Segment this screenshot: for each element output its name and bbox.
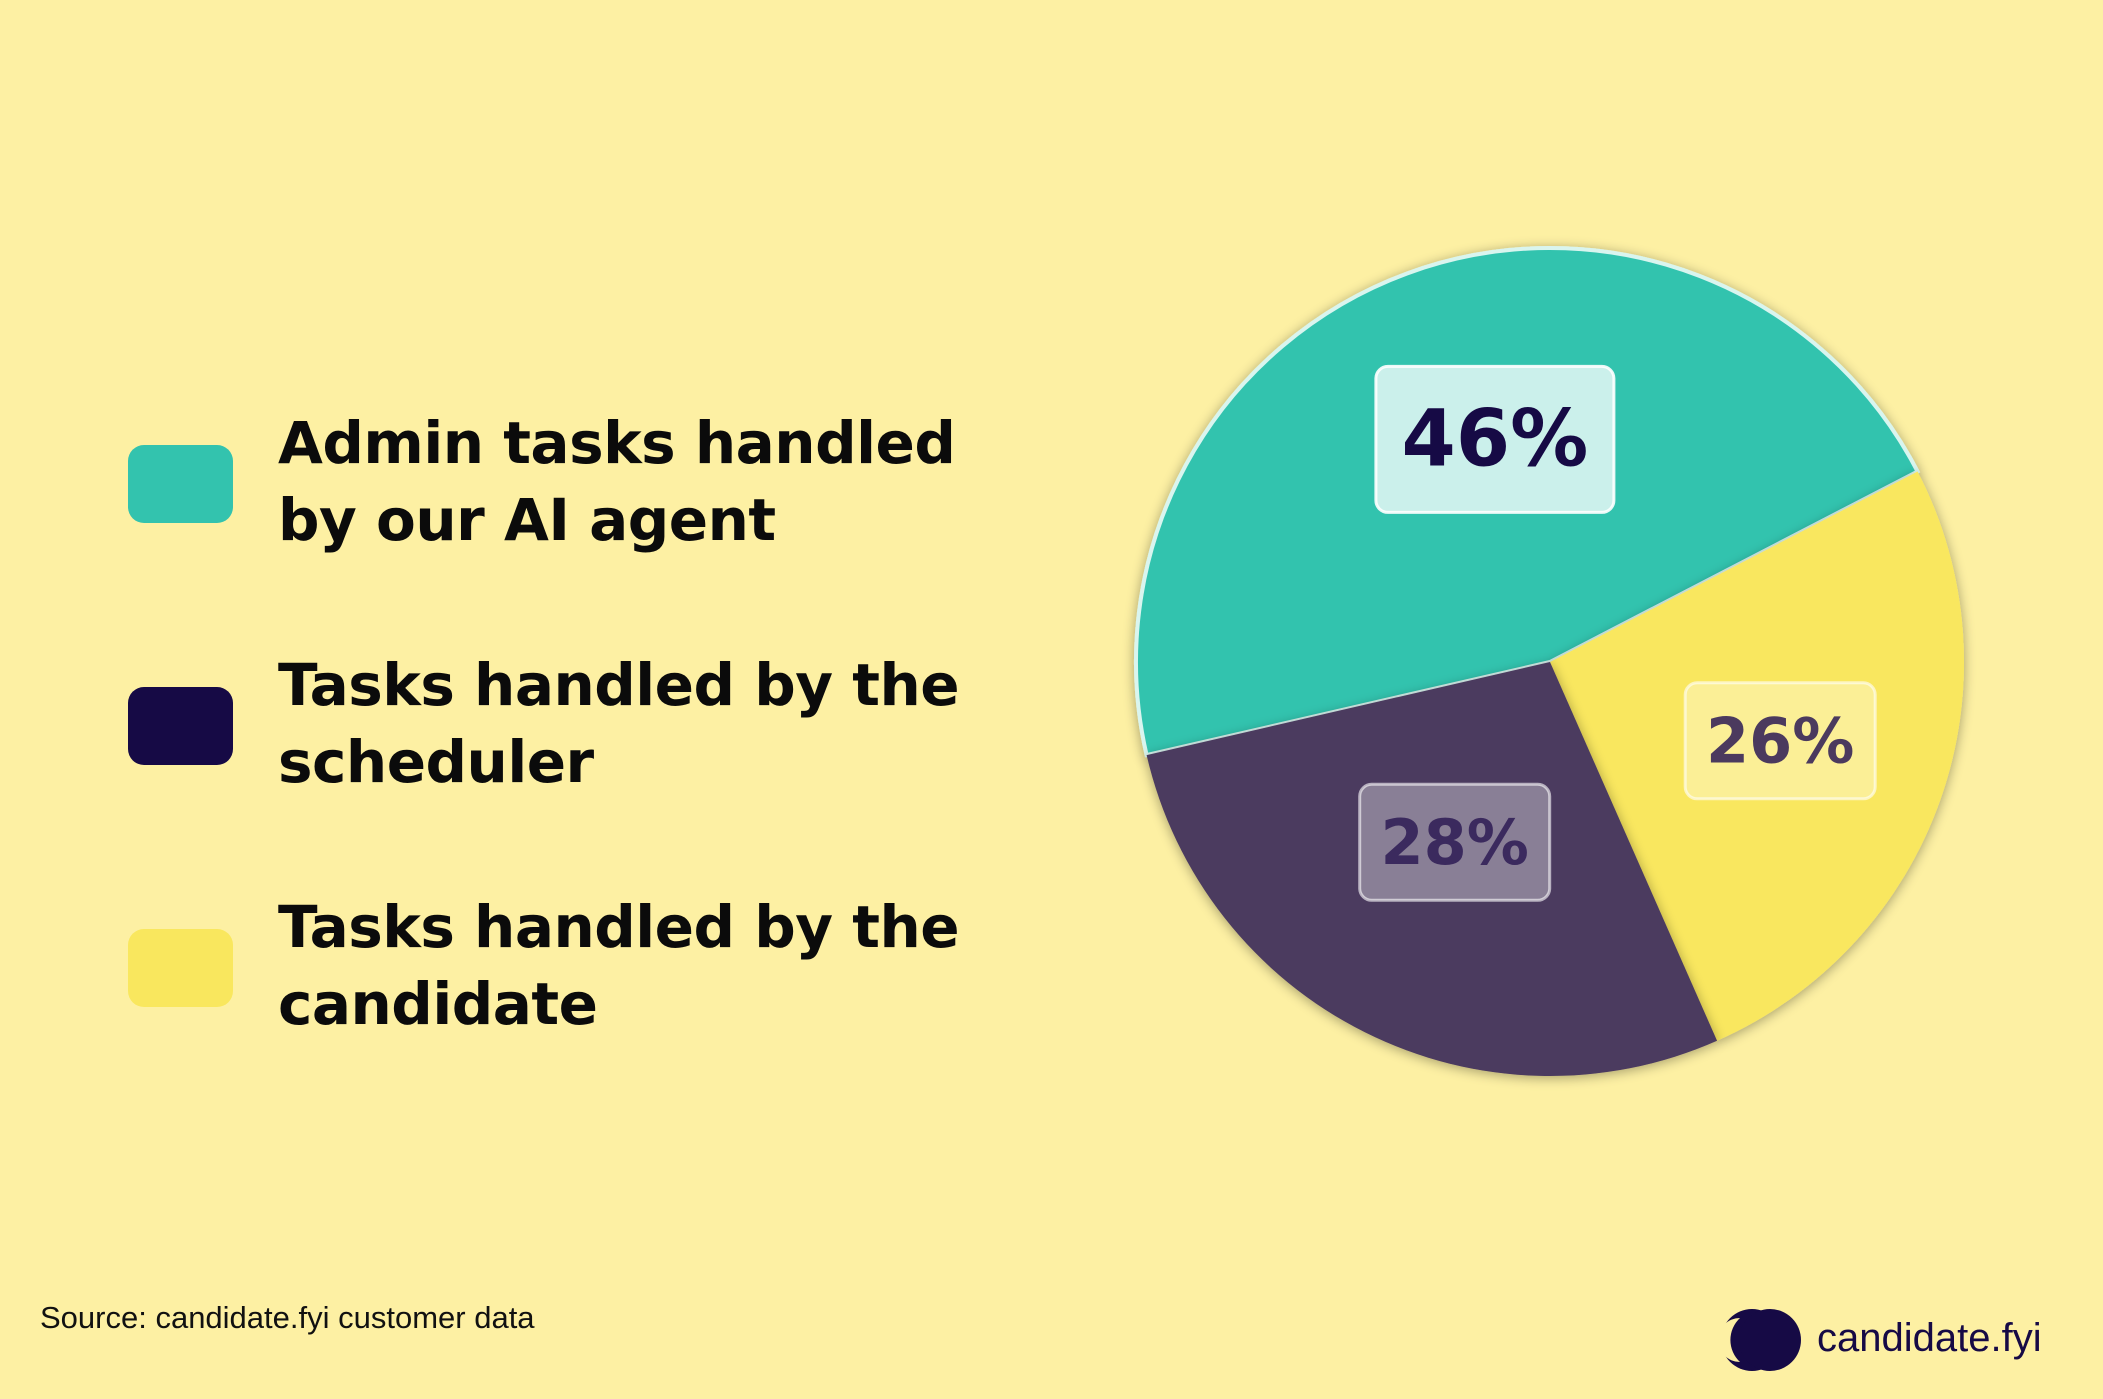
- legend-swatch-teal: [128, 445, 233, 523]
- legend-swatch-yellow: [128, 929, 233, 1007]
- brand-name: candidate.fyi: [1817, 1316, 2042, 1360]
- legend-label-scheduler: Tasks handled by the scheduler: [278, 651, 960, 796]
- legend-label-candidate: Tasks handled by the candidate: [278, 893, 960, 1038]
- pie-labels: 46% 26% 28%: [1358, 364, 1877, 902]
- pie-slice: [1146, 662, 1718, 1076]
- pie-slice: [1550, 471, 1965, 1041]
- legend-label-ai-agent: Admin tasks handled by our AI agent: [278, 409, 956, 554]
- legend-swatch-navy: [128, 687, 233, 765]
- pie-data-label: 28%: [1380, 806, 1528, 879]
- candidate-fyi-logo-icon: [1720, 1309, 1801, 1371]
- pie-label-box: [1358, 782, 1552, 902]
- pie-data-label: 46%: [1402, 394, 1589, 484]
- legend-item-candidate: Tasks handled by the candidate: [128, 889, 1028, 1051]
- pie-label-box: [1374, 364, 1616, 514]
- chart-legend: Admin tasks handled by our AI agent Task…: [128, 405, 1028, 1131]
- legend-item-ai-agent: Admin tasks handled by our AI agent: [128, 405, 1028, 567]
- pie-data-label: 26%: [1706, 704, 1854, 777]
- pie-label-box: [1683, 681, 1877, 801]
- source-note: Source: candidate.fyi customer data: [40, 1300, 535, 1335]
- pie-chart: 46% 26% 28%: [1100, 200, 2000, 1100]
- legend-item-scheduler: Tasks handled by the scheduler: [128, 647, 1028, 809]
- pie-chart-svg: 46% 26% 28%: [1134, 245, 1965, 1076]
- brand-logo: candidate.fyi: [1720, 1305, 2080, 1375]
